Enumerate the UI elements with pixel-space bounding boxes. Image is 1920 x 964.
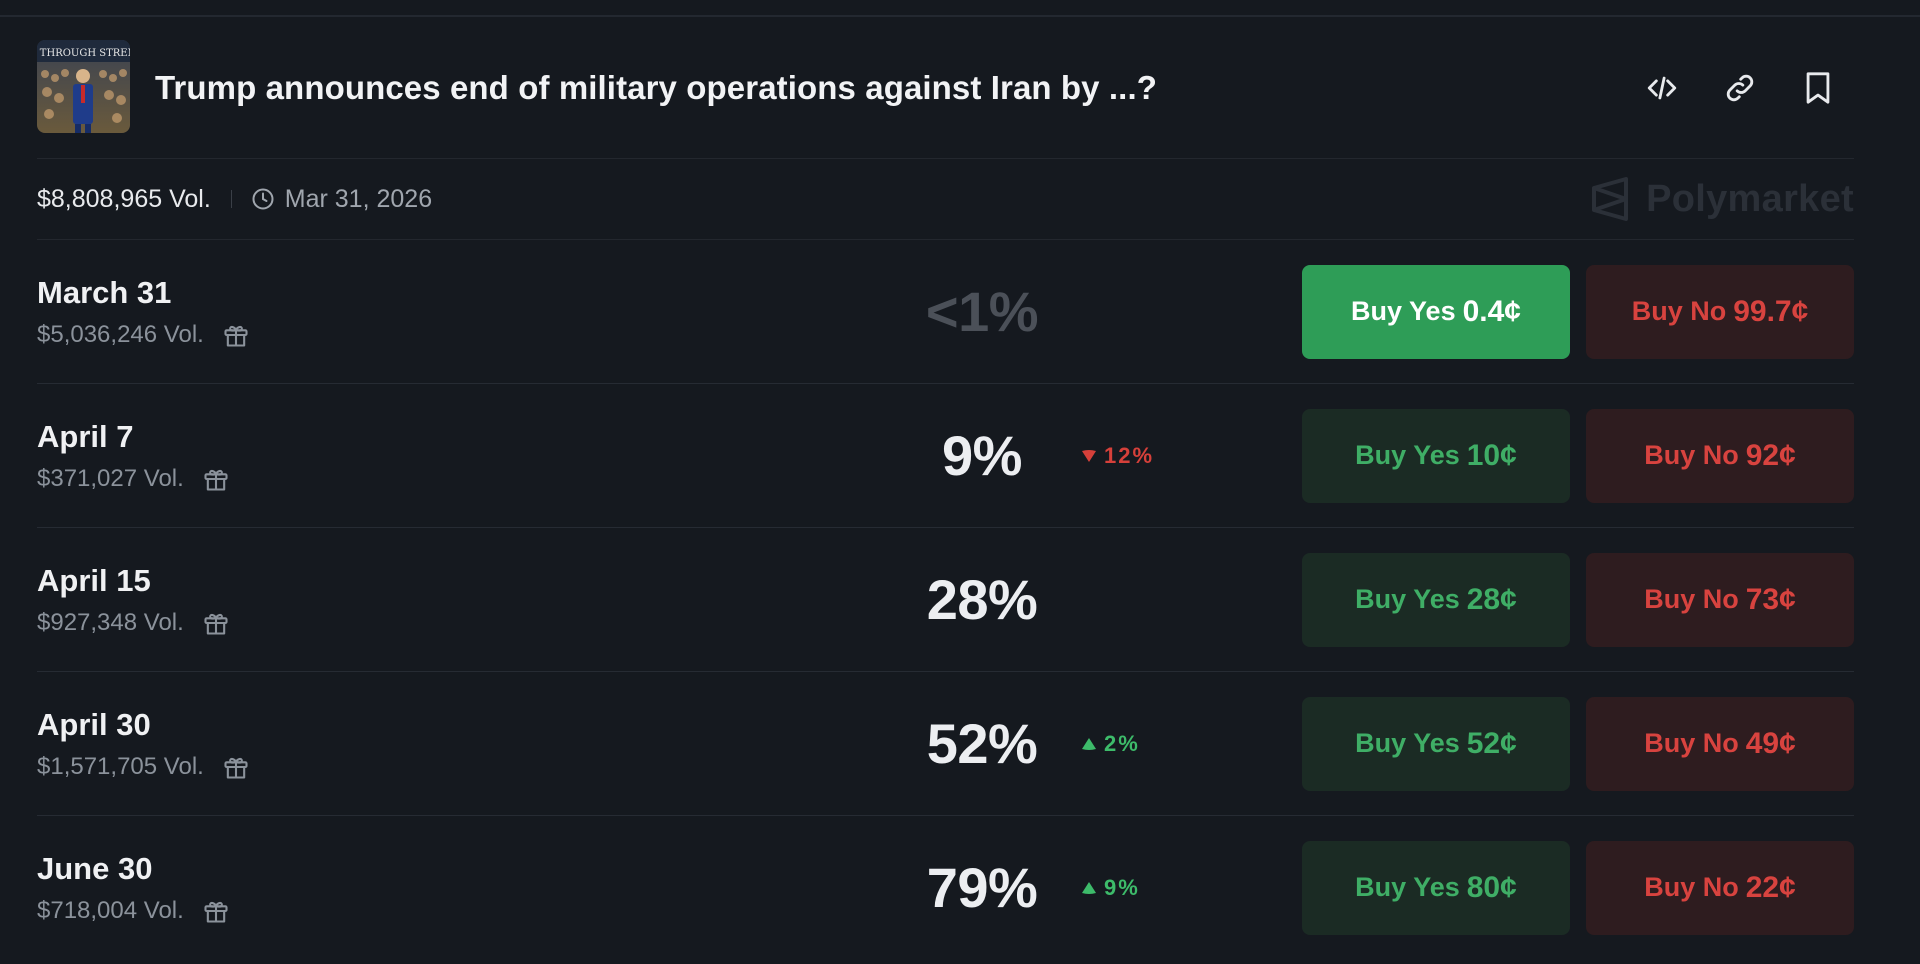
buy-yes-price: 80¢ [1466,870,1517,904]
top-divider [0,0,1920,17]
outcome-row-june-30[interactable]: June 30 $718,004 Vol. 79% 9% [37,816,1854,959]
outcome-row-april-15[interactable]: April 15 $927,348 Vol. 28% Buy [37,528,1854,672]
buy-yes-label: Buy Yes [1351,296,1456,326]
buy-no-price: 22¢ [1745,870,1796,904]
polymarket-logo-icon [1592,177,1629,221]
polymarket-logo: Polymarket [1590,176,1854,222]
outcome-row-april-7[interactable]: April 7 $371,027 Vol. 9% 12% [37,384,1854,528]
triangle-down-icon [1082,449,1096,462]
outcome-volume: $5,036,246 Vol. [37,320,204,348]
buy-no-button[interactable]: Buy No 92¢ [1586,408,1854,503]
outcome-label: April 7 [37,418,134,454]
market-title: Trump announces end of military operatio… [155,68,1157,106]
gift-icon[interactable] [222,321,250,349]
buy-no-button[interactable]: Buy No 49¢ [1586,696,1854,791]
buy-yes-button[interactable]: Buy Yes 10¢ [1302,408,1570,503]
probability-change-value: 2% [1104,730,1140,756]
buy-no-price: 99.7¢ [1733,294,1809,328]
buy-yes-price: 10¢ [1466,438,1517,472]
buy-no-button[interactable]: Buy No 22¢ [1586,840,1854,935]
outcome-row-april-30[interactable]: April 30 $1,571,705 Vol. 52% 2% [37,672,1854,816]
market-thumbnail[interactable]: CE THROUGH STRENG [37,40,130,133]
buy-yes-price: 52¢ [1466,726,1517,760]
buy-yes-price: 28¢ [1466,582,1517,616]
outcome-probability: 79% [926,856,1038,919]
probability-change: 2% [1081,731,1140,757]
buy-no-label: Buy No [1644,584,1739,614]
buy-yes-label: Buy Yes [1355,728,1460,758]
clock-icon [252,188,274,210]
outcome-volume: $371,027 Vol. [37,464,184,492]
outcome-volume: $1,571,705 Vol. [37,752,204,780]
end-date-text: Mar 31, 2026 [284,184,433,213]
outcome-probability: 9% [942,424,1022,487]
meta-divider [230,190,232,208]
outcome-probability: <1% [925,280,1039,343]
buy-no-label: Buy No [1644,728,1739,758]
buy-no-label: Buy No [1631,296,1727,326]
buy-yes-label: Buy Yes [1355,440,1460,470]
outcome-row-march-31[interactable]: March 31 $5,036,246 Vol. <1% B [37,240,1854,384]
probability-change: 12% [1081,443,1154,469]
buy-no-price: 49¢ [1745,726,1796,760]
triangle-up-icon [1082,737,1096,750]
probability-change-value: 12% [1104,442,1155,468]
outcome-volume: $718,004 Vol. [37,896,184,924]
brand-name: Polymarket [1646,177,1854,220]
buy-no-label: Buy No [1644,872,1739,902]
outcome-label: June 30 [37,850,153,886]
market-header: CE THROUGH STRENG Trump announces end of… [37,17,1854,159]
total-volume: $8,808,965 Vol. [37,184,211,213]
buy-yes-button[interactable]: Buy Yes 0.4¢ [1302,264,1570,359]
buy-no-price: 73¢ [1745,582,1796,616]
outcome-volume: $927,348 Vol. [37,608,184,636]
gift-icon[interactable] [202,897,230,925]
outcome-label: April 30 [37,706,151,742]
bookmark-icon[interactable] [1800,70,1836,106]
gift-icon[interactable] [222,753,250,781]
embed-code-icon[interactable] [1644,70,1680,106]
outcome-probability: 52% [926,712,1038,775]
outcome-label: March 31 [37,274,172,310]
buy-no-label: Buy No [1644,440,1739,470]
probability-change: 9% [1081,875,1140,901]
gift-icon[interactable] [202,609,230,637]
buy-yes-label: Buy Yes [1355,872,1460,902]
outcome-list: March 31 $5,036,246 Vol. <1% B [37,240,1854,959]
triangle-up-icon [1082,881,1096,894]
probability-change-value: 9% [1104,874,1140,900]
svg-text:CE THROUGH STRENG: CE THROUGH STRENG [37,48,130,59]
gift-icon[interactable] [202,465,230,493]
buy-yes-button[interactable]: Buy Yes 80¢ [1302,840,1570,935]
outcome-probability: 28% [926,568,1038,631]
end-date: Mar 31, 2026 [251,185,432,214]
buy-yes-button[interactable]: Buy Yes 52¢ [1302,696,1570,791]
buy-no-button[interactable]: Buy No 73¢ [1586,552,1854,647]
buy-yes-button[interactable]: Buy Yes 28¢ [1302,552,1570,647]
market-meta: $8,808,965 Vol. Mar 31, 2026 Polymarket [37,159,1854,240]
market-card: CE THROUGH STRENG Trump announces end of… [37,17,1854,959]
header-actions [1644,70,1854,106]
buy-no-button[interactable]: Buy No 99.7¢ [1586,264,1854,359]
link-icon[interactable] [1722,70,1758,106]
buy-no-price: 92¢ [1745,438,1796,472]
buy-yes-label: Buy Yes [1355,584,1460,614]
buy-yes-price: 0.4¢ [1462,294,1521,328]
outcome-label: April 15 [37,562,151,598]
